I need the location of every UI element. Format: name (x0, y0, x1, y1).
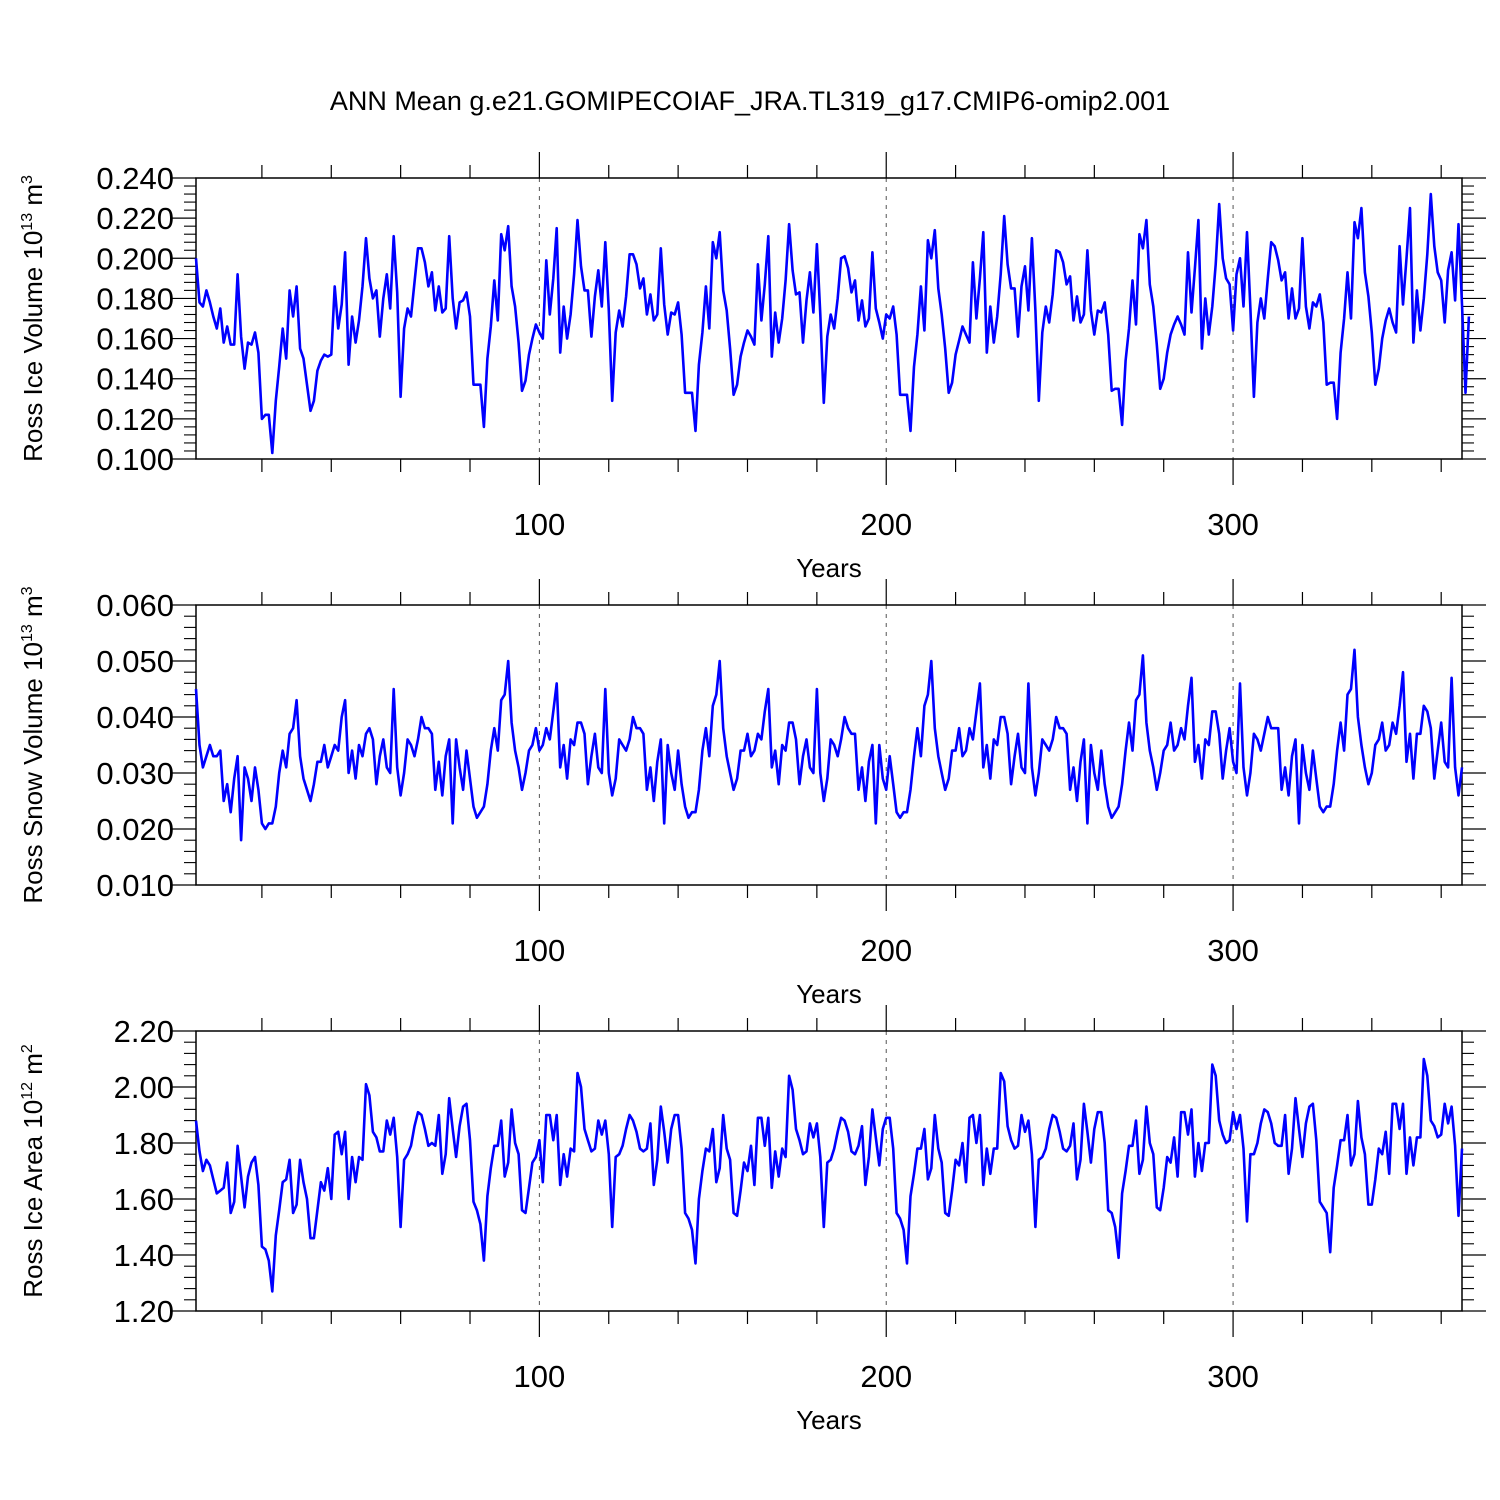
y-tick-label: 2.20 (114, 1014, 174, 1049)
x-tick-label: 100 (514, 507, 566, 542)
x-axis-label: Years (796, 979, 862, 1009)
y-tick-label: 0.010 (96, 868, 174, 903)
y-axis-label-unit-exponent: 2 (19, 1044, 36, 1053)
y-tick-label: 1.80 (114, 1126, 174, 1161)
y-tick-label: 0.040 (96, 700, 174, 735)
y-axis-label-main: Ross Ice Volume 10 (18, 231, 48, 462)
y-tick-label: 1.20 (114, 1294, 174, 1329)
y-axis-label: Ross Snow Volume 1013 m3 (18, 586, 48, 903)
y-tick-label: 0.050 (96, 644, 174, 679)
x-tick-label: 200 (860, 1359, 912, 1394)
x-tick-label: 100 (514, 1359, 566, 1394)
y-axis-label-exponent: 13 (19, 213, 36, 231)
y-axis-label-unit-exponent: 3 (19, 175, 36, 184)
y-axis-label-exponent: 12 (19, 1082, 36, 1100)
y-tick-label: 0.030 (96, 756, 174, 791)
y-axis-label-unit: m (18, 1053, 48, 1082)
y-tick-label: 1.60 (114, 1182, 174, 1217)
series-line (194, 1057, 1464, 1293)
x-tick-label: 100 (514, 933, 566, 968)
y-tick-label: 0.240 (96, 161, 174, 196)
x-tick-label: 300 (1207, 1359, 1259, 1394)
y-tick-label: 0.160 (96, 322, 174, 357)
series-line (194, 192, 1471, 455)
ross-snow-volume-panel: 0.010 0.020 0.030 0.040 0.050 0.060 100 200 300 Y… (18, 579, 1486, 1009)
y-axis-label-unit: m (18, 184, 48, 213)
x-tick-label: 200 (860, 933, 912, 968)
y-tick-label: 0.120 (96, 402, 174, 437)
y-tick-label: 1.40 (114, 1238, 174, 1273)
y-tick-label: 0.100 (96, 442, 174, 477)
y-axis-label: Ross Ice Area 1012 m2 (18, 1044, 48, 1298)
y-tick-label: 0.140 (96, 362, 174, 397)
y-axis-label-main: Ross Ice Area 10 (18, 1100, 48, 1298)
x-axis-label: Years (796, 1405, 862, 1435)
x-tick-label: 300 (1207, 507, 1259, 542)
x-axis-label: Years (796, 553, 862, 583)
y-tick-label: 0.220 (96, 201, 174, 236)
y-axis-label-exponent: 13 (19, 624, 36, 642)
y-axis-label-unit-exponent: 3 (19, 586, 36, 595)
y-axis-label-main: Ross Snow Volume 10 (18, 642, 48, 904)
x-tick-label: 200 (860, 507, 912, 542)
y-axis-label: Ross Ice Volume 1013 m3 (18, 175, 48, 462)
plot-frame (195, 604, 1463, 886)
y-tick-label: 0.020 (96, 812, 174, 847)
y-tick-label: 0.200 (96, 241, 174, 276)
y-axis-label-unit: m (18, 595, 48, 624)
plot-frame (195, 1030, 1463, 1312)
series-line (194, 648, 1464, 842)
figure-title: ANN Mean g.e21.GOMIPECOIAF_JRA.TL319_g17… (329, 86, 1171, 116)
y-tick-label: 2.00 (114, 1070, 174, 1105)
x-tick-label: 300 (1207, 933, 1259, 968)
y-tick-label: 0.180 (96, 281, 174, 316)
ross-ice-area-panel: 1.20 1.40 1.60 1.80 2.00 2.20 100 200 300 Years Ro… (18, 1005, 1486, 1435)
ross-ice-volume-panel: 0.100 0.120 0.140 0.160 0.180 0.200 0.220 0.240… (18, 152, 1486, 583)
y-tick-label: 0.060 (96, 588, 174, 623)
